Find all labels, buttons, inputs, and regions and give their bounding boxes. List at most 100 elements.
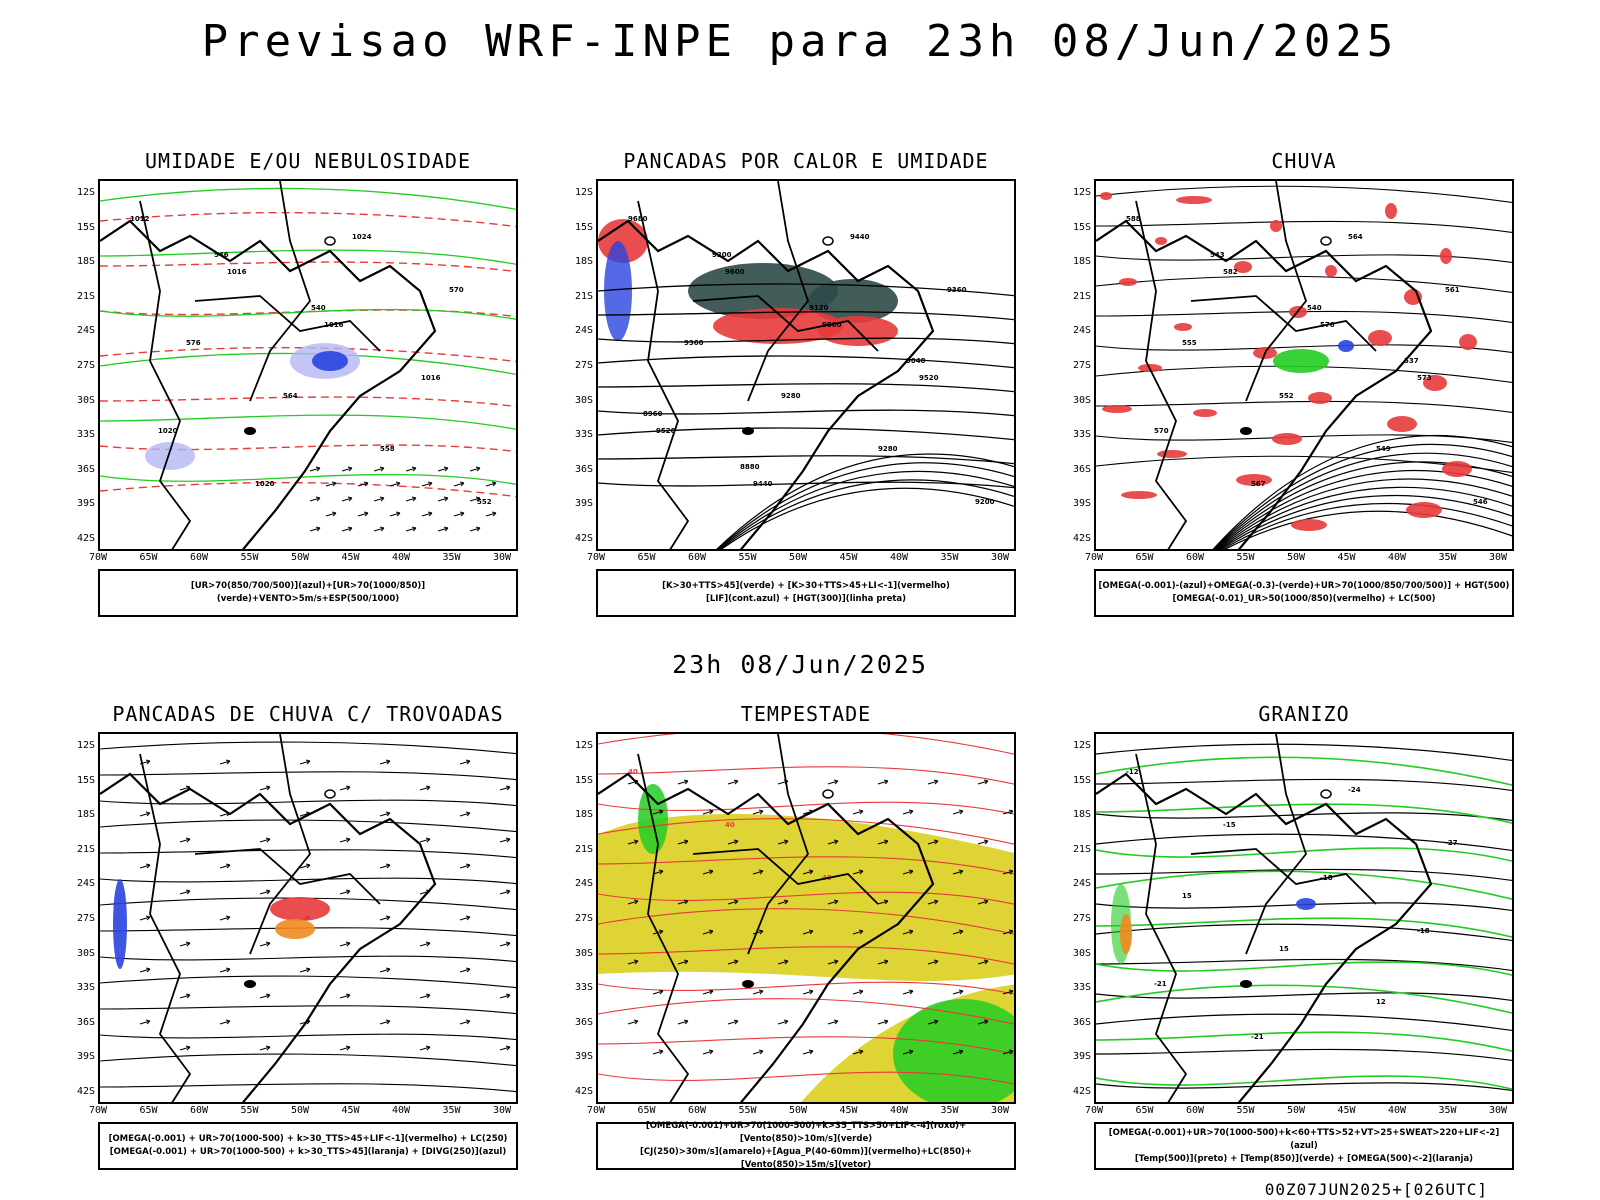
rain-area — [1236, 474, 1272, 486]
wind-vector — [777, 959, 789, 965]
latitude-label: 33S — [574, 429, 593, 441]
contour-label: -18 — [1417, 927, 1430, 935]
contour-label: 9520 — [656, 427, 676, 435]
contour-label: 1016 — [421, 374, 441, 382]
contour-label: 558 — [380, 445, 395, 453]
country-border — [637, 200, 690, 549]
longitude-label: 30W — [1488, 1105, 1508, 1116]
precipitable-water-contour — [598, 734, 1014, 755]
country-border — [1245, 734, 1308, 955]
wind-vector — [927, 959, 939, 965]
temp850-contour — [1096, 917, 1512, 938]
contour-label: 540 — [311, 304, 326, 312]
contour-label: -15 — [1223, 821, 1236, 829]
rain-area — [1291, 519, 1327, 531]
streamline-arrow — [379, 915, 391, 921]
wind-vector — [469, 496, 481, 502]
longitude-label: 40W — [1387, 552, 1407, 563]
streamline-arrow — [299, 759, 311, 765]
contour-label: 9600 — [725, 268, 745, 276]
latitude-label: 18S — [76, 256, 95, 268]
latitude-label: 15S — [76, 221, 95, 233]
contour-label: 1012 — [130, 215, 150, 223]
lake-marker — [1320, 236, 1332, 246]
latitude-label: 42S — [1072, 1086, 1091, 1097]
longitude-label: 50W — [1286, 552, 1306, 563]
rain-area — [1440, 248, 1452, 264]
streamline-arrow — [339, 1045, 351, 1051]
coastline — [100, 219, 437, 549]
country-border — [692, 848, 879, 905]
wind-vector — [927, 1019, 939, 1025]
wind-vector — [852, 989, 864, 995]
longitude-label: 60W — [687, 552, 707, 563]
streamline-arrow — [139, 863, 151, 869]
wind-vector — [877, 779, 889, 785]
contour-label: 552 — [477, 498, 492, 506]
contour-label: 564 — [283, 392, 298, 400]
streamline — [100, 799, 516, 807]
streamline — [100, 1083, 516, 1093]
wind-vector — [357, 481, 369, 487]
wind-vector — [852, 809, 864, 815]
precipitable-water-contour — [598, 946, 1014, 965]
lc-contour — [1222, 502, 1512, 549]
wind-vector — [373, 496, 385, 502]
longitude-label: 65W — [139, 552, 158, 563]
rain-area — [1121, 491, 1157, 499]
hgt-contour — [720, 487, 1014, 549]
longitude-label: 55W — [1236, 552, 1255, 563]
wind-vector — [877, 959, 889, 965]
wind-vector — [469, 466, 481, 472]
hail-area — [1296, 898, 1316, 910]
longitude-label: 55W — [738, 552, 757, 563]
contour-label: 564 — [1348, 233, 1363, 241]
legend-line: [UR>70(850/700/500)](azul)+[UR>70(1000/8… — [190, 581, 426, 604]
legend-line: [K>30+TTS>45](verde) + [K>30+TTS>45+LI<-… — [662, 581, 950, 591]
streamline-arrow — [499, 837, 511, 843]
latitude-label: 12S — [1072, 740, 1091, 751]
wind-vector — [827, 959, 839, 965]
wind-vector — [677, 959, 689, 965]
latitude-label: 27S — [1072, 913, 1091, 924]
contour-label: 9360 — [684, 339, 704, 347]
hgt-contour — [719, 479, 1014, 549]
temp500-contour — [1096, 992, 1512, 1002]
country-border — [194, 848, 381, 905]
wind-vector — [752, 1049, 764, 1055]
latitude-label: 33S — [574, 982, 593, 994]
instability-area — [713, 308, 843, 344]
wind-vector — [405, 466, 417, 472]
latitude-label: 42S — [574, 533, 593, 544]
map-canvas: -12 -15 -18 -18 -21 -21 -24 -27 15 15 12 — [1094, 732, 1514, 1104]
wind-vector — [902, 869, 914, 875]
wind-vector — [852, 1049, 864, 1055]
longitude-label: 70W — [586, 552, 606, 563]
temp500-contour — [1096, 958, 1512, 972]
longitude-label: 55W — [1236, 1105, 1255, 1116]
wind-vector — [1002, 1049, 1014, 1055]
thickness-contour — [100, 211, 516, 228]
hgt-contour — [598, 427, 1014, 441]
longitude-label: 50W — [290, 1105, 310, 1116]
rain-area — [1338, 340, 1354, 352]
latitude-label: 15S — [574, 774, 593, 786]
streamline-arrow — [139, 811, 151, 817]
wind-vector — [357, 511, 369, 517]
temp850-contour — [1096, 1075, 1512, 1090]
latitude-label: 15S — [1072, 221, 1091, 233]
latitude-label: 15S — [1072, 774, 1091, 786]
latitude-label: 24S — [1072, 878, 1091, 890]
wind-vector — [852, 869, 864, 875]
rain-area — [1459, 334, 1477, 350]
latitude-label: 30S — [574, 394, 593, 406]
streamline-arrow — [339, 941, 351, 947]
wind-vector — [827, 899, 839, 905]
latitude-label: 12S — [76, 187, 95, 198]
coastline — [1096, 219, 1433, 549]
wind-vector — [952, 989, 964, 995]
contour-label: 15 — [1182, 892, 1192, 900]
wind-vector — [702, 929, 714, 935]
map-canvas: 1012 1016 1016 1016 1020 1020 1024 570 576 564 558… — [98, 179, 518, 551]
longitude-label: 45W — [1337, 552, 1356, 563]
